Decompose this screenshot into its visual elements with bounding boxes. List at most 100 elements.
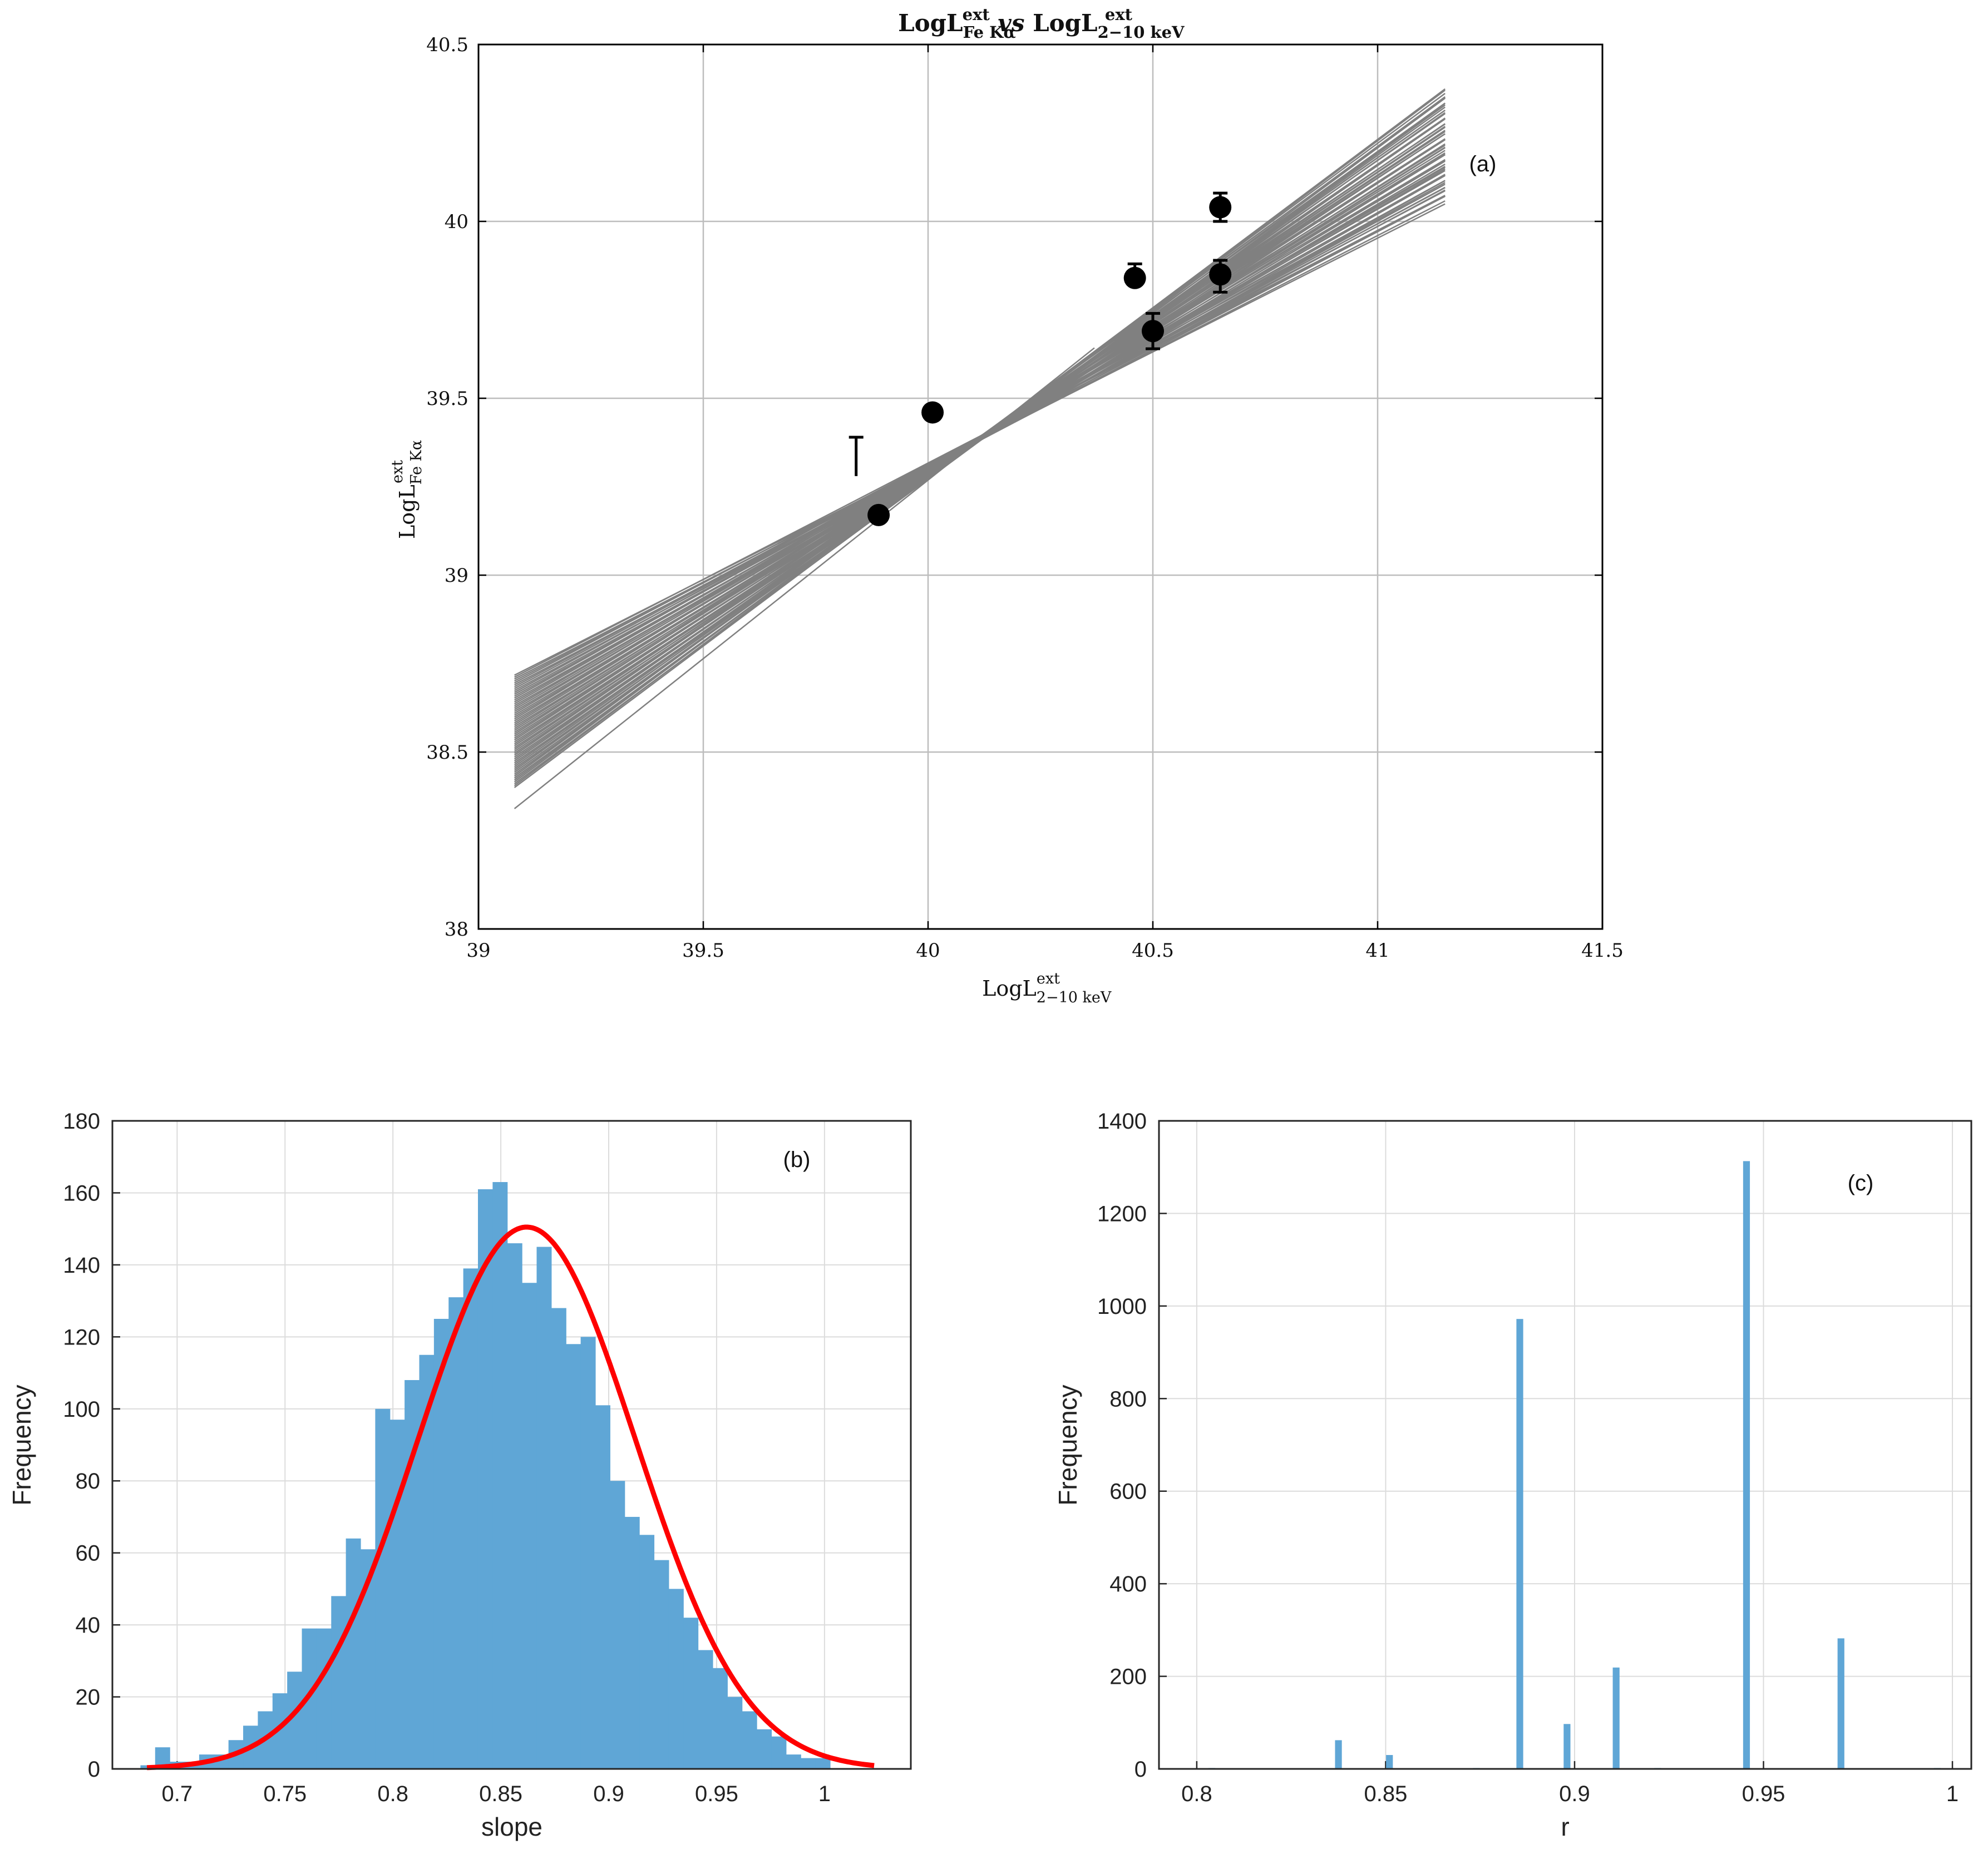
panel-b-histogram-bar <box>727 1697 743 1769</box>
panel-b-x-tick-label: 0.8 <box>377 1782 408 1806</box>
panel-b-histogram-bar <box>551 1308 566 1769</box>
panel-b-histogram-bar <box>801 1758 816 1769</box>
panel-b-histogram-bar <box>610 1481 625 1769</box>
panel-b-histogram-bar <box>712 1668 728 1769</box>
panel-b-x-tick-label: 0.7 <box>162 1782 193 1806</box>
panel-a-data-point <box>1209 263 1232 286</box>
panel-b-histogram-bar <box>536 1247 552 1769</box>
panel-a-title: LogLFe Kαext vs LogL2−10 keVext <box>898 5 1185 42</box>
panel-b-y-tick-label: 160 <box>63 1181 100 1205</box>
panel-b-histogram-bar <box>771 1736 787 1769</box>
panel-a-x-tick-label: 41.5 <box>1581 940 1624 962</box>
panel-b-histogram-bar <box>389 1420 405 1769</box>
panel-b-y-tick-label: 140 <box>63 1253 100 1278</box>
panel-a-fit-line <box>514 347 1095 809</box>
panel-b-histogram-bar <box>433 1318 449 1769</box>
panel-b-y-tick-labels: 0 20 40 60 80 100 120 140 160 180 <box>63 1109 100 1782</box>
panel-b-histogram-bar <box>757 1729 772 1769</box>
panel-a-y-tick-label: 38.5 <box>426 741 468 764</box>
panel-b: 0.7 0.75 0.8 0.85 0.9 0.95 1 0 20 40 60 80 100 120 14… <box>7 1109 912 1841</box>
panel-a-y-tick-label: 40 <box>445 211 468 233</box>
panel-b-y-tick-label: 60 <box>76 1541 101 1566</box>
panel-b-histogram-bar <box>580 1337 596 1769</box>
panel-b-y-tick-label: 20 <box>76 1685 101 1710</box>
panel-b-x-tick-label: 0.95 <box>695 1782 738 1806</box>
panel-b-x-tick-label: 0.85 <box>479 1782 522 1806</box>
panel-a-axes-frame <box>477 43 1604 930</box>
panel-c-histogram-bar <box>1743 1161 1750 1769</box>
panel-c-y-axis-label: Frequency <box>1053 1385 1082 1505</box>
panel-b-histogram-bar <box>375 1408 391 1769</box>
panel-b-histogram-bar <box>668 1589 684 1769</box>
panel-a-y-tick-label: 39.5 <box>426 388 468 410</box>
panel-b-histogram-bar <box>477 1189 493 1769</box>
panel-b-histogram-bar <box>683 1618 699 1769</box>
panel-c-y-tick-labels: 0 200 400 600 800 1000 1200 1400 <box>1097 1109 1147 1782</box>
panel-b-histogram-bar <box>595 1405 610 1769</box>
panel-c-x-tick-label: 1 <box>1946 1782 1959 1806</box>
panel-b-histogram-bar <box>448 1297 464 1769</box>
panel-b-histogram-bar <box>463 1268 478 1769</box>
panel-c-histogram-bar <box>1837 1638 1844 1769</box>
panel-b-x-tick-label: 0.75 <box>263 1782 307 1806</box>
panel-c-x-tick-labels: 0.8 0.85 0.9 0.95 1 <box>1181 1782 1959 1806</box>
panel-b-histogram-bar <box>639 1535 655 1769</box>
panel-b-histogram-bar <box>815 1758 831 1769</box>
panel-b-x-tick-label: 0.9 <box>593 1782 624 1806</box>
panel-a-x-tick-label: 41 <box>1365 940 1389 962</box>
panel-b-histogram-bar <box>742 1711 757 1769</box>
panel-b-y-tick-label: 100 <box>63 1397 100 1422</box>
panel-b-y-tick-label: 0 <box>88 1757 100 1782</box>
panel-c: 0.8 0.85 0.9 0.95 1 0 200 400 600 800 1000 1200 140… <box>1053 1109 1972 1841</box>
panel-c-x-tick-label: 0.95 <box>1742 1782 1785 1806</box>
panel-c-histogram-bar <box>1335 1740 1342 1769</box>
panel-b-axes-frame <box>111 1120 912 1770</box>
panel-c-grid <box>1159 1120 1971 1770</box>
panel-b-histogram-bar <box>522 1283 537 1769</box>
panel-c-y-tick-label: 200 <box>1109 1665 1147 1689</box>
panel-c-histogram-bar <box>1563 1724 1571 1769</box>
panel-c-x-axis-label: r <box>1561 1812 1569 1841</box>
panel-b-histogram-bar <box>786 1754 801 1769</box>
panel-a-y-tick-label: 39 <box>445 565 468 587</box>
panel-c-x-tick-label: 0.9 <box>1559 1782 1590 1806</box>
panel-a-x-tick-labels: 39 39.5 40 40.5 41 41.5 <box>466 940 1623 962</box>
panel-b-histogram-bar <box>507 1243 522 1769</box>
panel-b-y-tick-label: 80 <box>76 1469 101 1494</box>
panel-a-data-point <box>1209 196 1232 219</box>
panel-c-y-tick-label: 600 <box>1109 1480 1147 1504</box>
panel-a-data-point <box>921 401 944 424</box>
panel-a-x-tick-label: 39 <box>466 940 490 962</box>
panel-c-x-tick-label: 0.85 <box>1364 1782 1408 1806</box>
panel-a-y-tick-labels: 38 38.5 39 39.5 40 40.5 <box>426 34 468 941</box>
panel-b-histogram-bar <box>654 1560 669 1769</box>
panel-a-tag: (a) <box>1469 152 1497 176</box>
panel-a: 39 39.5 40 40.5 41 41.5 38 38.5 39 39.5 40 40.5 Lo… <box>389 5 1624 1006</box>
panel-a-x-tick-label: 40 <box>916 940 940 962</box>
panel-a-data-points <box>849 191 1232 526</box>
panel-c-axes-frame <box>1158 1120 1972 1770</box>
panel-c-y-tick-label: 1000 <box>1097 1294 1147 1319</box>
panel-c-tag: (c) <box>1848 1171 1874 1195</box>
panel-c-x-tick-label: 0.8 <box>1181 1782 1212 1806</box>
panel-b-y-tick-label: 180 <box>63 1109 100 1134</box>
panel-a-y-axis-label: LogLFe Kαext <box>389 440 425 539</box>
panel-c-y-tick-label: 400 <box>1109 1572 1147 1596</box>
panel-c-histogram-bar <box>1386 1755 1393 1769</box>
panel-b-histogram-bar <box>492 1182 508 1769</box>
panel-a-data-point <box>867 503 890 526</box>
panel-b-histogram-bar <box>331 1596 347 1769</box>
panel-b-x-axis-label: slope <box>481 1812 542 1841</box>
panel-b-histogram-bar <box>566 1344 581 1769</box>
panel-a-y-tick-label: 40.5 <box>426 34 468 56</box>
panel-b-y-tick-label: 120 <box>63 1325 100 1349</box>
panel-b-histogram-bar <box>346 1538 361 1769</box>
panel-c-histogram-bar <box>1612 1667 1620 1769</box>
panel-a-x-tick-label: 40.5 <box>1132 940 1174 962</box>
panel-c-y-tick-label: 1400 <box>1097 1109 1147 1134</box>
panel-b-normal-fit-curve <box>146 1224 875 1771</box>
panel-b-x-tick-label: 1 <box>818 1782 831 1806</box>
panel-c-plot-background <box>1159 1121 1971 1769</box>
panel-c-y-tick-label: 800 <box>1109 1387 1147 1411</box>
